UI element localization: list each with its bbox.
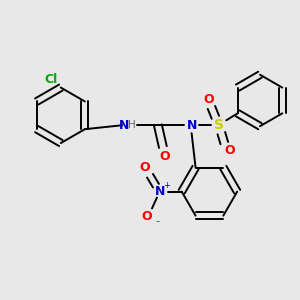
- Text: O: O: [140, 161, 150, 174]
- Text: S: S: [214, 118, 224, 132]
- Text: Cl: Cl: [44, 73, 58, 86]
- Text: O: O: [203, 93, 214, 106]
- Text: -: -: [156, 216, 160, 226]
- Text: O: O: [224, 145, 235, 158]
- Text: N: N: [155, 185, 165, 198]
- Text: H: H: [128, 120, 136, 130]
- Text: O: O: [142, 210, 152, 223]
- Text: N: N: [186, 119, 197, 132]
- Text: +: +: [164, 181, 170, 190]
- Text: N: N: [119, 119, 129, 132]
- Text: O: O: [160, 150, 170, 164]
